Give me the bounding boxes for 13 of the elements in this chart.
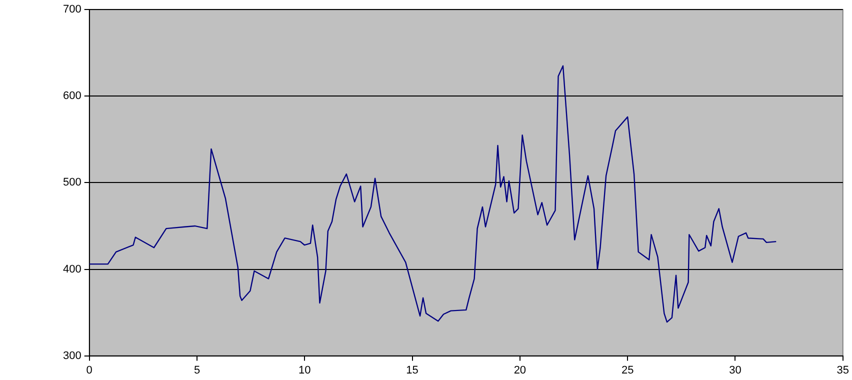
x-tick-label: 35 — [836, 364, 850, 376]
y-tick-label: 600 — [62, 90, 82, 102]
x-tick-label: 25 — [621, 364, 634, 376]
x-tick-label: 30 — [729, 364, 742, 376]
x-tick-label: 0 — [86, 364, 92, 376]
x-tick-label: 15 — [406, 364, 418, 376]
y-tick-label: 300 — [62, 350, 82, 362]
x-tick-label: 5 — [194, 364, 200, 376]
x-tick-label: 10 — [298, 364, 311, 376]
y-tick-label: 400 — [62, 263, 82, 276]
y-tick-label: 700 — [62, 4, 82, 16]
y-tick-label: 500 — [62, 176, 82, 189]
x-tick-label: 20 — [514, 364, 526, 376]
